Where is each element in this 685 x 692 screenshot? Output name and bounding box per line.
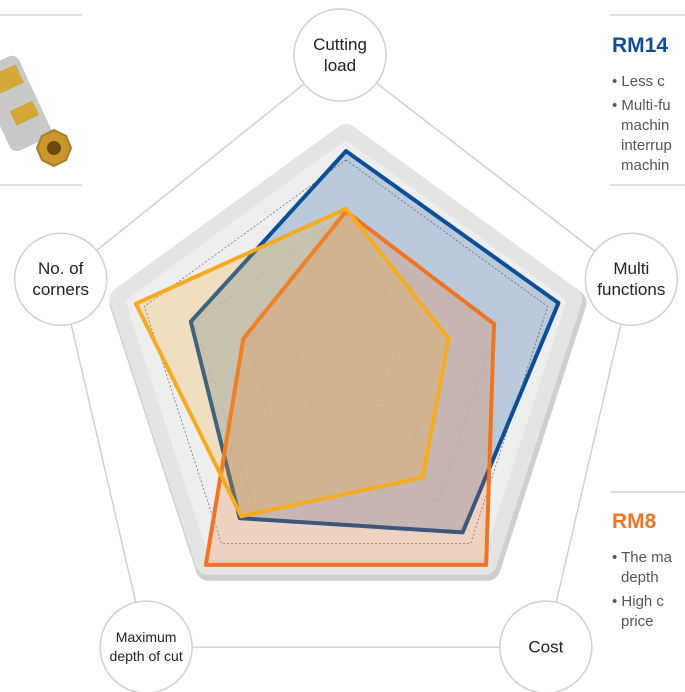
product-image — [0, 55, 73, 168]
axis-label-circle — [499, 600, 593, 692]
axis-label: Multi functions — [597, 259, 666, 300]
radar-area — [133, 206, 451, 519]
panel-title: RM8 — [612, 510, 657, 533]
axis-label: Maximum depth of cut — [109, 629, 183, 665]
panel-line: • High c — [612, 593, 664, 610]
info-panel: RM14 • Less c • Multi-fu machin interrup mach… — [612, 34, 672, 176]
panel-title: RM14 — [612, 34, 669, 57]
panel-line: interrup — [621, 137, 672, 154]
frame-inner — [126, 141, 566, 560]
radar-area — [188, 149, 561, 535]
connector — [59, 54, 633, 648]
info-panel: RM8 • The ma depth • High c price — [612, 510, 672, 632]
panel-line: • The ma — [612, 549, 672, 566]
panel-line: • Multi-fu — [612, 97, 671, 114]
axis-label-circle — [584, 232, 679, 327]
axis-label: Cutting load — [313, 35, 367, 75]
axis-label: No. of corners — [32, 259, 90, 300]
axis-label-circle — [99, 600, 193, 692]
panel-line: price — [621, 613, 654, 630]
panel-line: machin — [621, 157, 670, 174]
axis-label-circle — [13, 232, 108, 327]
panel-line: • Less c — [612, 73, 665, 90]
axis-label: Cost — [528, 637, 564, 657]
panel-line: depth — [621, 569, 659, 586]
panel-line: machin — [621, 117, 670, 134]
axis-label-circle — [293, 8, 387, 102]
